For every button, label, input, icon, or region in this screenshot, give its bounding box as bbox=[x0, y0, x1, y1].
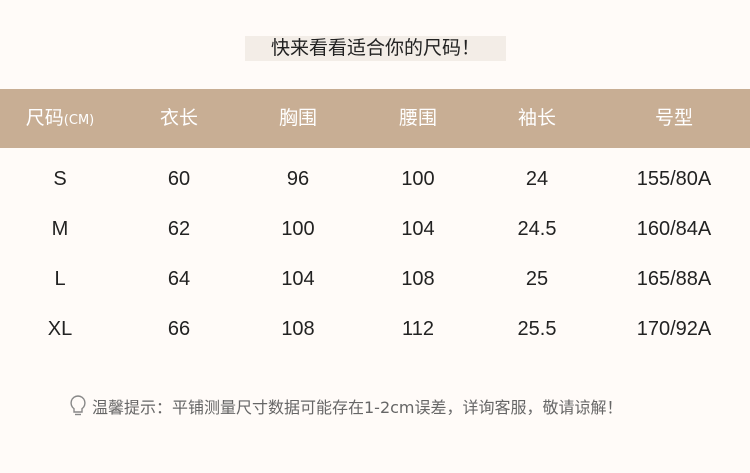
cell-sleeve: 25 bbox=[525, 268, 549, 290]
cell-fit: 170/92A bbox=[636, 318, 712, 340]
cell-size: L bbox=[54, 268, 66, 290]
cell-sleeve: 24 bbox=[525, 168, 549, 190]
header-size-label: 尺码 bbox=[25, 107, 64, 129]
cell-size: M bbox=[51, 218, 69, 240]
cell-fit: 160/84A bbox=[636, 218, 712, 240]
header-size: 尺码(CM) bbox=[26, 89, 94, 150]
cell-waist: 112 bbox=[402, 318, 434, 340]
cell-chest: 100 bbox=[281, 218, 315, 240]
table-header: 尺码(CM) 衣长 胸围 腰围 袖长 号型 bbox=[0, 89, 750, 148]
cell-length: 66 bbox=[167, 318, 191, 340]
header-chest: 胸围 bbox=[278, 107, 318, 129]
cell-waist: 100 bbox=[401, 168, 435, 190]
header-sleeve: 袖长 bbox=[517, 107, 557, 129]
cell-fit: 165/88A bbox=[636, 268, 712, 290]
cell-size: XL bbox=[47, 318, 73, 340]
cell-length: 62 bbox=[167, 218, 191, 240]
cell-chest: 104 bbox=[281, 268, 315, 290]
header-fit: 号型 bbox=[654, 107, 694, 129]
cell-chest: 108 bbox=[281, 318, 315, 340]
page-title: 快来看看适合你的尺码！ bbox=[245, 36, 506, 61]
cell-sleeve: 25.5 bbox=[517, 318, 557, 340]
cell-chest: 96 bbox=[286, 168, 310, 190]
cell-waist: 104 bbox=[401, 218, 435, 240]
lightbulb-icon bbox=[70, 395, 86, 416]
cell-size: S bbox=[53, 168, 67, 190]
cell-sleeve: 24.5 bbox=[517, 218, 557, 240]
cell-length: 60 bbox=[167, 168, 191, 190]
cell-waist: 108 bbox=[401, 268, 435, 290]
header-length: 衣长 bbox=[159, 107, 199, 129]
tip-note: 温馨提示：平铺测量尺寸数据可能存在1-2cm误差，详询客服，敬请谅解！ bbox=[68, 394, 623, 418]
cell-length: 64 bbox=[167, 268, 191, 290]
cell-fit: 155/80A bbox=[636, 168, 712, 190]
tip-text: 温馨提示：平铺测量尺寸数据可能存在1-2cm误差，详询客服，敬请谅解！ bbox=[92, 398, 623, 417]
header-size-unit: (CM) bbox=[63, 113, 95, 128]
header-waist: 腰围 bbox=[398, 107, 438, 129]
